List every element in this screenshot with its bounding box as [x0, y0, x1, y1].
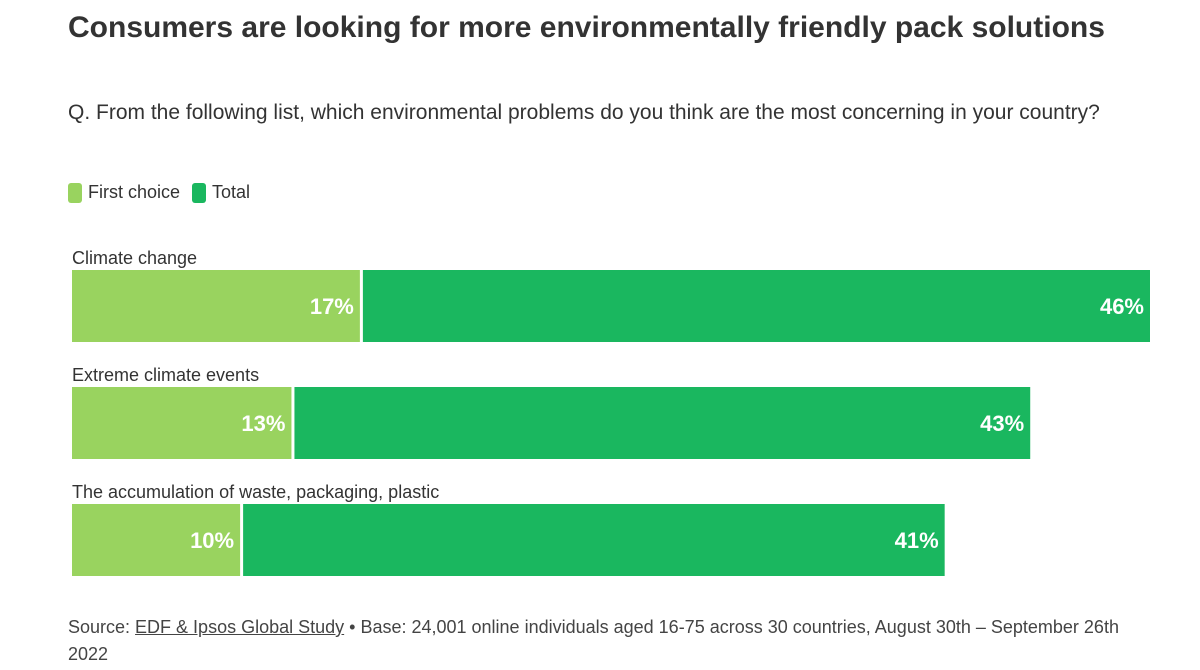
source-details: • Base: 24,001 online individuals aged 1…	[68, 617, 1119, 664]
category-label: The accumulation of waste, packaging, pl…	[72, 482, 439, 502]
source-link[interactable]: EDF & Ipsos Global Study	[135, 617, 345, 637]
source-prefix: Source:	[68, 617, 136, 637]
data-label: 17%	[310, 294, 354, 319]
legend-swatch-first-choice	[68, 182, 82, 203]
chart-subtitle: Q. From the following list, which enviro…	[68, 101, 1100, 124]
category-label: Climate change	[72, 248, 197, 268]
bar-total	[362, 270, 1150, 342]
legend: First choice Total	[68, 182, 262, 203]
source-note: Source: EDF & Ipsos Global Study • Base:…	[68, 614, 1148, 668]
legend-label-first-choice: First choice	[88, 182, 181, 202]
data-label: 41%	[895, 528, 939, 553]
legend-item-total[interactable]: Total	[192, 182, 250, 203]
legend-swatch-total	[192, 182, 207, 203]
legend-item-first-choice[interactable]: First choice	[68, 182, 180, 203]
category-label: Extreme climate events	[72, 365, 259, 385]
bar-total	[294, 387, 1031, 459]
data-label: 13%	[241, 411, 285, 436]
legend-label-total: Total	[212, 182, 251, 202]
chart-title: Consumers are looking for more environme…	[68, 11, 1105, 44]
data-label: 10%	[190, 528, 234, 553]
bar-first-choice	[72, 387, 292, 459]
data-label: 46%	[1100, 294, 1144, 319]
bar-first-choice	[72, 504, 241, 576]
bar-total	[243, 504, 945, 576]
data-label: 43%	[980, 411, 1024, 436]
bar-first-choice	[72, 270, 360, 342]
